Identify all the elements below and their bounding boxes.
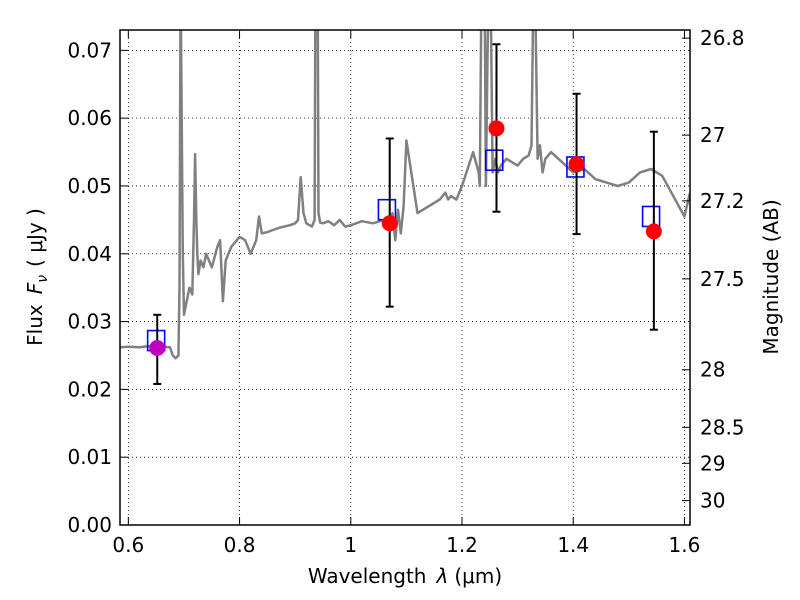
y2-tick-label: 28.5 bbox=[700, 415, 745, 439]
spectrum-line bbox=[120, 30, 690, 360]
y2-tick-label: 29 bbox=[700, 451, 725, 475]
plot-frame bbox=[119, 29, 691, 526]
x-axis-title: Wavelength λ (μm) bbox=[308, 564, 502, 588]
y2-tick-label: 27.2 bbox=[700, 189, 745, 213]
y2-axis-title: Magnitude (AB) bbox=[759, 199, 783, 354]
observed-point bbox=[645, 223, 662, 240]
y2-tick-label: 28 bbox=[700, 358, 725, 382]
grid-lines bbox=[120, 30, 690, 526]
y-tick-label: 0.00 bbox=[67, 513, 112, 537]
y2-tick-label: 27.5 bbox=[700, 267, 745, 291]
spectrum-layer bbox=[120, 30, 690, 360]
x-tick-label: 0.8 bbox=[224, 533, 256, 557]
model-band-marker bbox=[484, 149, 504, 171]
observed-point bbox=[488, 120, 505, 137]
x-tick-label: 1.4 bbox=[557, 533, 589, 557]
y-tick-label: 0.02 bbox=[67, 377, 112, 401]
ticks-layer: 0.6 0.8 1 1.2 1.4 1.6 0.00 0.01 0.02 0.03 0.04 0.05… bbox=[67, 26, 744, 557]
y2-tick-label: 30 bbox=[700, 489, 725, 513]
y-tick-label: 0.06 bbox=[67, 106, 112, 130]
x-tick-label: 1.6 bbox=[669, 533, 701, 557]
x-tick-label: 1.2 bbox=[446, 533, 478, 557]
y-tick-label: 0.04 bbox=[67, 242, 112, 266]
observed-layer bbox=[149, 43, 662, 385]
y-tick-label: 0.07 bbox=[67, 38, 112, 62]
y-tick-label: 0.05 bbox=[67, 174, 112, 198]
y-axis-title: FluxFν( μJy ) bbox=[23, 208, 51, 346]
x-tick-label: 1 bbox=[344, 533, 357, 557]
y2-tick-label: 27 bbox=[700, 123, 725, 147]
observed-point bbox=[381, 215, 398, 232]
y-tick-label: 0.01 bbox=[67, 445, 112, 469]
observed-point bbox=[568, 156, 585, 173]
x-tick-label: 0.6 bbox=[112, 533, 144, 557]
y2-tick-label: 26.8 bbox=[700, 26, 745, 50]
observed-point bbox=[149, 340, 166, 357]
model-band-marker bbox=[641, 205, 661, 228]
y-tick-label: 0.03 bbox=[67, 310, 112, 334]
